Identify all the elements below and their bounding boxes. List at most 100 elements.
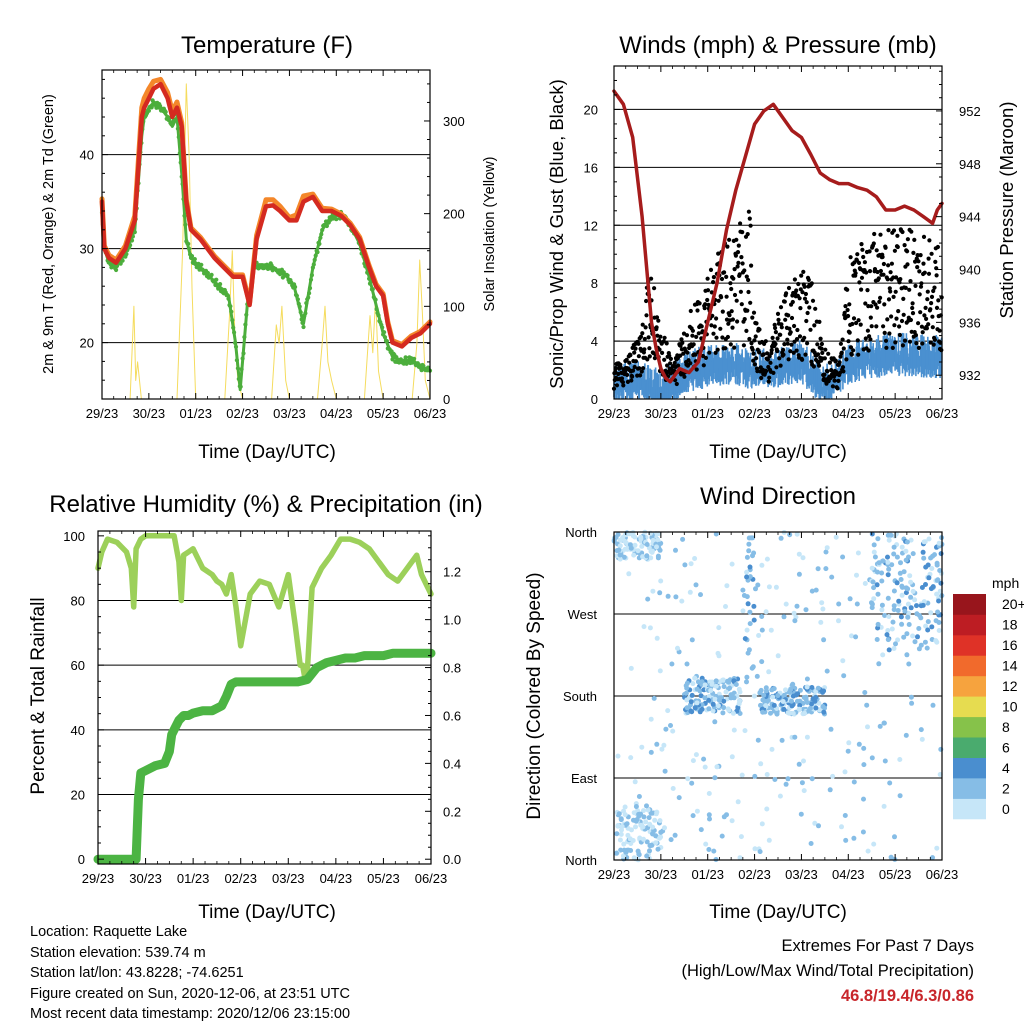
dewpoint-point [319, 232, 324, 237]
direction-point [920, 602, 926, 608]
gust-point [900, 343, 906, 348]
direction-point [884, 632, 890, 638]
direction-point [891, 551, 897, 557]
direction-point [649, 810, 655, 816]
gust-point [736, 260, 741, 265]
gust-point [902, 338, 908, 343]
direction-point [795, 691, 801, 697]
gust-point [881, 261, 887, 267]
direction-point [936, 540, 942, 546]
direction-point [871, 549, 877, 555]
direction-point [689, 709, 695, 715]
dewpoint-point [124, 252, 129, 257]
rh-line [95, 533, 434, 681]
direction-point [816, 823, 821, 829]
gust-point [735, 250, 741, 255]
gust-point [753, 334, 758, 339]
gust-point [873, 302, 878, 307]
gust-point [665, 363, 670, 368]
direction-point [824, 545, 830, 551]
direction-point [797, 703, 803, 708]
gust-point [752, 338, 757, 343]
gust-point [802, 284, 807, 289]
gust-point [916, 345, 922, 350]
gust-point [871, 241, 876, 246]
gust-point [837, 370, 843, 375]
gust-point [761, 352, 766, 357]
direction-point [796, 706, 802, 712]
direction-point [794, 531, 800, 537]
gust-point [922, 313, 927, 318]
direction-point [764, 556, 770, 562]
gust-point [739, 255, 744, 260]
colorbar-label: 10 [1002, 699, 1018, 715]
precip-ytick-label: 0.4 [443, 756, 461, 771]
gust-point [674, 381, 679, 387]
colorbar-label: 6 [1002, 739, 1010, 755]
gust-point [883, 338, 889, 343]
direction-point [682, 562, 688, 568]
gust-point [893, 289, 898, 294]
gust-point [888, 270, 893, 275]
direction-point [899, 621, 905, 627]
gust-point [932, 285, 937, 290]
gust-point [842, 310, 847, 315]
direction-point [614, 548, 620, 554]
gust-point [826, 351, 831, 356]
gust-point [889, 314, 894, 319]
colorbar-swatch [953, 675, 986, 697]
direction-point [655, 846, 661, 852]
gust-point [881, 272, 886, 277]
gust-point [835, 386, 840, 391]
direction-point [840, 554, 846, 560]
colorbar-label: 18 [1002, 617, 1018, 633]
direction-point [879, 570, 885, 576]
direction-point [641, 624, 647, 630]
gust-point [739, 302, 744, 307]
direction-point [631, 855, 637, 861]
direction-point [796, 551, 802, 557]
gust-point [786, 357, 791, 362]
gust-point [898, 277, 903, 282]
gust-point [633, 359, 639, 364]
direction-point [713, 531, 719, 537]
gust-point [936, 298, 941, 303]
direction-point [758, 702, 763, 708]
direction-point [804, 734, 810, 740]
gust-point [897, 280, 902, 285]
direction-point [658, 829, 664, 835]
direction-point [753, 586, 758, 592]
direction-point [733, 682, 739, 687]
gust-point [882, 302, 887, 307]
direction-point [713, 683, 719, 689]
direction-point [745, 601, 751, 607]
direction-point [727, 685, 733, 691]
direction-point [619, 824, 625, 829]
gust-point [735, 264, 740, 269]
station-info: Location: Raquette Lake Station elevatio… [30, 922, 350, 1025]
dewpoint-point [235, 366, 240, 371]
direction-point [684, 680, 690, 686]
direction-point [635, 848, 641, 854]
direction-point [914, 603, 919, 609]
gust-point [837, 360, 842, 365]
direction-point [772, 777, 778, 782]
gust-point [688, 361, 693, 366]
gust-point [887, 331, 892, 336]
dewpoint-point [370, 287, 375, 292]
gust-point [925, 289, 930, 294]
gust-point [867, 334, 872, 339]
direction-point [898, 560, 903, 566]
gust-point [918, 253, 923, 258]
direction-point [799, 780, 805, 786]
direction-point [616, 811, 622, 817]
direction-point [622, 804, 628, 810]
direction-point [861, 762, 867, 768]
direction-point [847, 596, 853, 602]
direction-point [908, 605, 914, 611]
direction-point [746, 541, 752, 547]
direction-point [904, 631, 910, 637]
direction-point [796, 761, 802, 767]
direction-panel: Wind Direction Direction (Colored By Spe… [524, 483, 1024, 923]
gust-point [656, 318, 661, 323]
